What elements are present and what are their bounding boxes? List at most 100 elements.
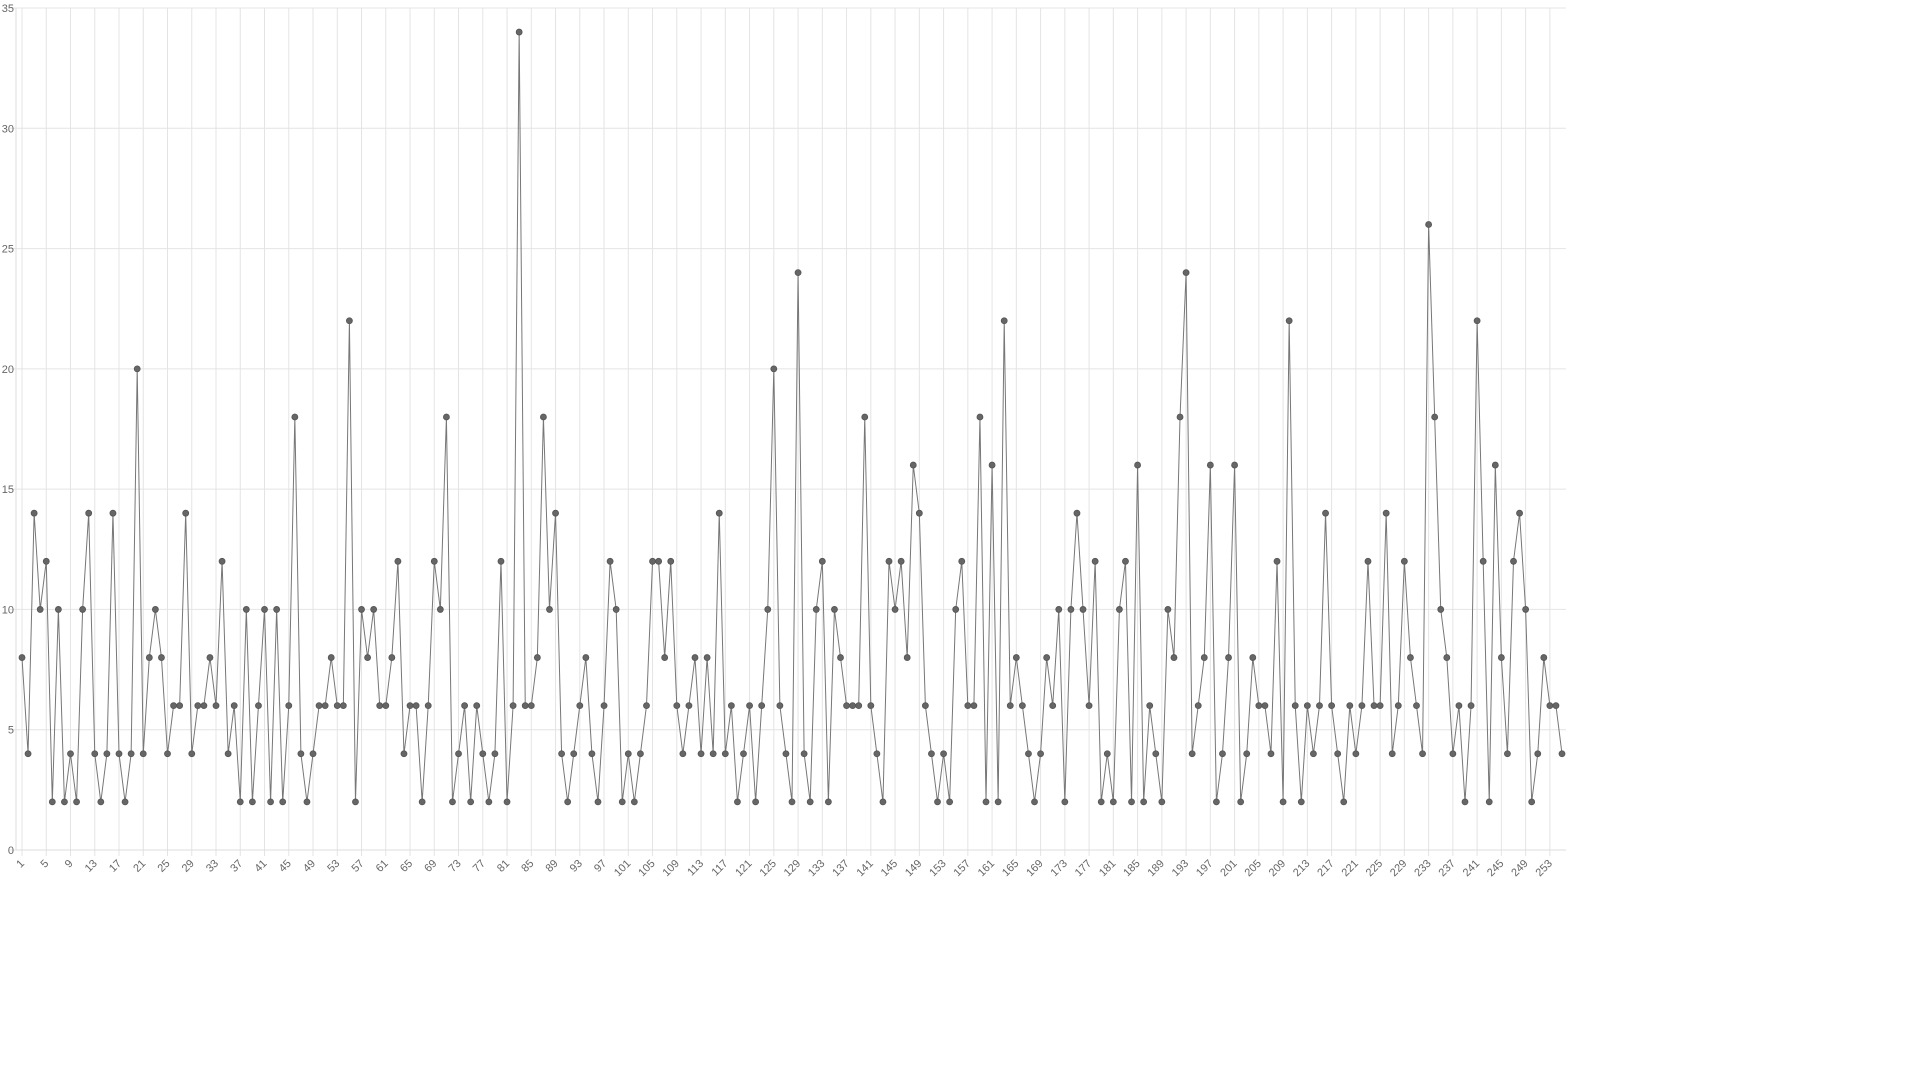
data-point xyxy=(485,798,493,806)
data-point xyxy=(1146,702,1154,710)
x-tick-label: 197 xyxy=(1194,858,1215,879)
data-point xyxy=(158,654,165,661)
x-tick-label: 101 xyxy=(612,858,633,879)
data-point xyxy=(527,702,535,710)
data-point xyxy=(697,750,705,758)
data-point xyxy=(582,654,590,661)
data-point xyxy=(151,606,159,613)
data-point xyxy=(24,750,32,758)
data-point xyxy=(230,702,238,710)
x-tick-label: 77 xyxy=(471,858,488,875)
data-point xyxy=(1176,413,1184,421)
data-point xyxy=(540,413,547,421)
data-point xyxy=(752,798,760,806)
data-point xyxy=(867,702,875,710)
data-point xyxy=(1279,798,1287,806)
data-point xyxy=(667,557,675,565)
data-point xyxy=(1237,798,1245,806)
data-point xyxy=(1067,606,1075,613)
data-point xyxy=(709,750,717,758)
x-tick-label: 89 xyxy=(544,858,561,875)
data-point xyxy=(1140,798,1148,806)
data-point xyxy=(1134,461,1141,469)
data-point xyxy=(921,702,929,710)
x-tick-label: 25 xyxy=(155,858,172,875)
data-point xyxy=(388,654,396,661)
data-point xyxy=(928,750,935,758)
data-point xyxy=(1273,557,1281,565)
data-point xyxy=(564,798,572,806)
x-tick-label: 153 xyxy=(927,858,948,879)
data-point xyxy=(643,702,650,710)
data-point xyxy=(509,702,517,710)
data-point xyxy=(267,798,274,806)
x-tick-label: 225 xyxy=(1364,858,1385,879)
x-tick-label: 9 xyxy=(63,858,76,871)
data-point xyxy=(655,557,663,565)
data-point xyxy=(1285,317,1293,325)
data-point xyxy=(261,606,268,613)
data-point xyxy=(1522,606,1530,613)
data-point xyxy=(703,654,711,661)
data-point xyxy=(1491,461,1499,469)
data-point xyxy=(42,557,50,565)
data-point xyxy=(188,750,196,758)
data-point xyxy=(982,798,990,806)
data-point xyxy=(776,702,784,710)
data-point xyxy=(1316,702,1323,710)
data-point xyxy=(1437,606,1445,613)
data-point xyxy=(497,557,505,565)
data-point xyxy=(376,702,384,710)
x-tick-label: 173 xyxy=(1048,858,1069,879)
data-point xyxy=(970,702,978,710)
data-point xyxy=(891,606,899,613)
data-point xyxy=(576,702,584,710)
data-point xyxy=(1425,221,1433,228)
x-tick-label: 65 xyxy=(398,858,415,875)
data-point xyxy=(479,750,487,758)
x-tick-label: 161 xyxy=(976,858,997,879)
data-point xyxy=(727,702,735,710)
data-point xyxy=(248,798,256,806)
data-point xyxy=(782,750,790,758)
data-point xyxy=(1334,750,1342,758)
data-point xyxy=(1170,654,1178,661)
data-point xyxy=(958,557,966,565)
data-point xyxy=(1188,750,1196,758)
data-point xyxy=(570,750,578,758)
data-point xyxy=(1085,702,1093,710)
data-point xyxy=(85,509,93,517)
data-point xyxy=(1097,798,1105,806)
x-tick-label: 229 xyxy=(1388,858,1409,879)
data-point xyxy=(1455,702,1463,710)
data-point xyxy=(800,750,808,758)
data-point xyxy=(1400,557,1408,565)
data-point xyxy=(394,557,402,565)
data-point xyxy=(661,654,669,661)
x-tick-label: 57 xyxy=(350,858,367,875)
data-point xyxy=(964,702,972,710)
data-point xyxy=(291,413,299,421)
data-point xyxy=(1394,702,1402,710)
data-point xyxy=(812,606,820,613)
data-point xyxy=(443,413,450,421)
data-point xyxy=(1122,557,1129,565)
data-point xyxy=(1370,702,1378,710)
x-tick-label: 121 xyxy=(733,858,754,879)
data-point xyxy=(824,798,832,806)
data-point xyxy=(1352,750,1360,758)
data-point xyxy=(1328,702,1336,710)
data-point xyxy=(133,365,141,373)
data-point xyxy=(91,750,99,758)
data-point xyxy=(109,509,117,517)
data-point xyxy=(903,654,911,661)
data-point xyxy=(170,702,177,710)
data-point xyxy=(909,461,917,469)
x-tick-label: 181 xyxy=(1097,858,1118,879)
x-tick-label: 73 xyxy=(447,858,464,875)
y-tick-label: 0 xyxy=(8,845,14,857)
x-tick-label: 201 xyxy=(1218,858,1239,879)
data-point xyxy=(1443,654,1451,661)
x-tick-label: 97 xyxy=(592,858,609,875)
